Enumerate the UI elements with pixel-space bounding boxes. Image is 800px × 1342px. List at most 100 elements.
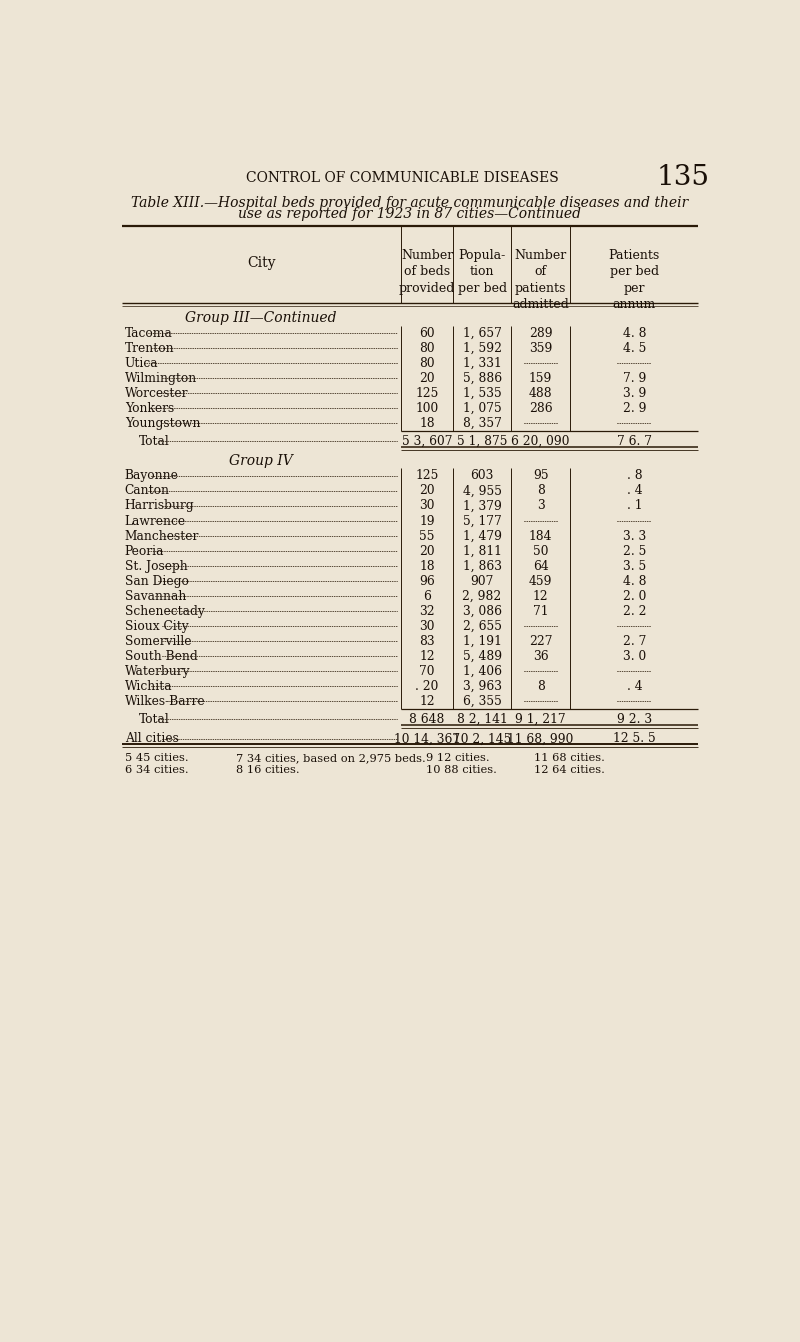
Text: Trenton: Trenton <box>125 342 174 354</box>
Text: 20: 20 <box>419 484 435 498</box>
Text: 5, 489: 5, 489 <box>462 650 502 663</box>
Text: 459: 459 <box>529 574 552 588</box>
Text: Total: Total <box>138 713 170 726</box>
Text: 96: 96 <box>419 574 435 588</box>
Text: 18: 18 <box>419 417 435 429</box>
Text: 5, 177: 5, 177 <box>462 514 502 527</box>
Text: 1, 592: 1, 592 <box>462 342 502 354</box>
Text: 2, 655: 2, 655 <box>462 620 502 632</box>
Text: 359: 359 <box>529 342 552 354</box>
Text: 3. 9: 3. 9 <box>622 386 646 400</box>
Text: Yonkers: Yonkers <box>125 401 174 415</box>
Text: 30: 30 <box>419 620 435 632</box>
Text: City: City <box>247 256 275 270</box>
Text: 4. 8: 4. 8 <box>622 574 646 588</box>
Text: 20: 20 <box>419 372 435 385</box>
Text: Group IV: Group IV <box>230 454 293 468</box>
Text: Somerville: Somerville <box>125 635 191 648</box>
Text: 1, 379: 1, 379 <box>462 499 502 513</box>
Text: 4, 955: 4, 955 <box>462 484 502 498</box>
Text: Manchester: Manchester <box>125 530 199 542</box>
Text: 8: 8 <box>537 484 545 498</box>
Text: . 8: . 8 <box>626 470 642 483</box>
Text: 55: 55 <box>419 530 435 542</box>
Text: 19: 19 <box>419 514 435 527</box>
Text: 1, 191: 1, 191 <box>462 635 502 648</box>
Text: Wilmington: Wilmington <box>125 372 197 385</box>
Text: 60: 60 <box>419 326 435 340</box>
Text: 1, 657: 1, 657 <box>462 326 502 340</box>
Text: 32: 32 <box>419 605 435 617</box>
Text: Bayonne: Bayonne <box>125 470 178 483</box>
Text: Waterbury: Waterbury <box>125 664 190 678</box>
Text: 83: 83 <box>419 635 435 648</box>
Text: Popula-
tion
per bed: Popula- tion per bed <box>458 248 506 295</box>
Text: 11 68, 990: 11 68, 990 <box>507 733 574 745</box>
Text: Table XIII.—Hospital beds provided for acute communicable diseases and their: Table XIII.—Hospital beds provided for a… <box>131 196 689 209</box>
Text: 20: 20 <box>419 545 435 557</box>
Text: 5 3, 607: 5 3, 607 <box>402 435 452 448</box>
Text: 3, 086: 3, 086 <box>462 605 502 617</box>
Text: Tacoma: Tacoma <box>125 326 173 340</box>
Text: 80: 80 <box>419 342 435 354</box>
Text: 11 68 cities.: 11 68 cities. <box>534 753 605 764</box>
Text: 6 34 cities.: 6 34 cities. <box>125 765 189 776</box>
Text: 9 12 cities.: 9 12 cities. <box>426 753 489 764</box>
Text: 1, 331: 1, 331 <box>462 357 502 369</box>
Text: 5 45 cities.: 5 45 cities. <box>125 753 189 764</box>
Text: 6, 355: 6, 355 <box>462 695 502 707</box>
Text: Wilkes-Barre: Wilkes-Barre <box>125 695 206 707</box>
Text: 8: 8 <box>537 679 545 692</box>
Text: 6: 6 <box>423 589 431 603</box>
Text: Number
of beds
provided: Number of beds provided <box>399 248 455 295</box>
Text: 18: 18 <box>419 560 435 573</box>
Text: 2. 7: 2. 7 <box>622 635 646 648</box>
Text: 1, 535: 1, 535 <box>462 386 502 400</box>
Text: use as reported for 1923 in 87 cities—Continued: use as reported for 1923 in 87 cities—Co… <box>238 207 582 221</box>
Text: All cities: All cities <box>125 733 178 745</box>
Text: 10 88 cities.: 10 88 cities. <box>426 765 496 776</box>
Text: 125: 125 <box>415 386 438 400</box>
Text: 50: 50 <box>533 545 548 557</box>
Text: Wichita: Wichita <box>125 679 173 692</box>
Text: 8, 357: 8, 357 <box>462 417 502 429</box>
Text: 8 648: 8 648 <box>410 713 445 726</box>
Text: 488: 488 <box>529 386 553 400</box>
Text: 12: 12 <box>419 650 435 663</box>
Text: 125: 125 <box>415 470 438 483</box>
Text: St. Joseph: St. Joseph <box>125 560 187 573</box>
Text: 2. 0: 2. 0 <box>622 589 646 603</box>
Text: 2. 5: 2. 5 <box>622 545 646 557</box>
Text: 907: 907 <box>470 574 494 588</box>
Text: Savannah: Savannah <box>125 589 186 603</box>
Text: Youngstown: Youngstown <box>125 417 200 429</box>
Text: 12: 12 <box>419 695 435 707</box>
Text: 36: 36 <box>533 650 549 663</box>
Text: Utica: Utica <box>125 357 158 369</box>
Text: . 1: . 1 <box>626 499 642 513</box>
Text: 7 34 cities, based on 2,975 beds.: 7 34 cities, based on 2,975 beds. <box>236 753 426 764</box>
Text: 10 14, 367: 10 14, 367 <box>394 733 460 745</box>
Text: 1, 811: 1, 811 <box>462 545 502 557</box>
Text: 184: 184 <box>529 530 552 542</box>
Text: 8 2, 141: 8 2, 141 <box>457 713 507 726</box>
Text: 71: 71 <box>533 605 548 617</box>
Text: Schenectady: Schenectady <box>125 605 205 617</box>
Text: Canton: Canton <box>125 484 170 498</box>
Text: 3. 3: 3. 3 <box>622 530 646 542</box>
Text: 3: 3 <box>537 499 545 513</box>
Text: . 4: . 4 <box>626 484 642 498</box>
Text: 135: 135 <box>656 165 710 192</box>
Text: Patients
per bed
per
annum: Patients per bed per annum <box>609 248 660 311</box>
Text: 8 16 cities.: 8 16 cities. <box>236 765 299 776</box>
Text: 3. 0: 3. 0 <box>622 650 646 663</box>
Text: South Bend: South Bend <box>125 650 198 663</box>
Text: 6 20, 090: 6 20, 090 <box>511 435 570 448</box>
Text: 12 5. 5: 12 5. 5 <box>613 733 656 745</box>
Text: 603: 603 <box>470 470 494 483</box>
Text: 70: 70 <box>419 664 435 678</box>
Text: 3. 5: 3. 5 <box>622 560 646 573</box>
Text: CONTROL OF COMMUNICABLE DISEASES: CONTROL OF COMMUNICABLE DISEASES <box>246 170 558 185</box>
Text: . 4: . 4 <box>626 679 642 692</box>
Text: 9 2. 3: 9 2. 3 <box>617 713 652 726</box>
